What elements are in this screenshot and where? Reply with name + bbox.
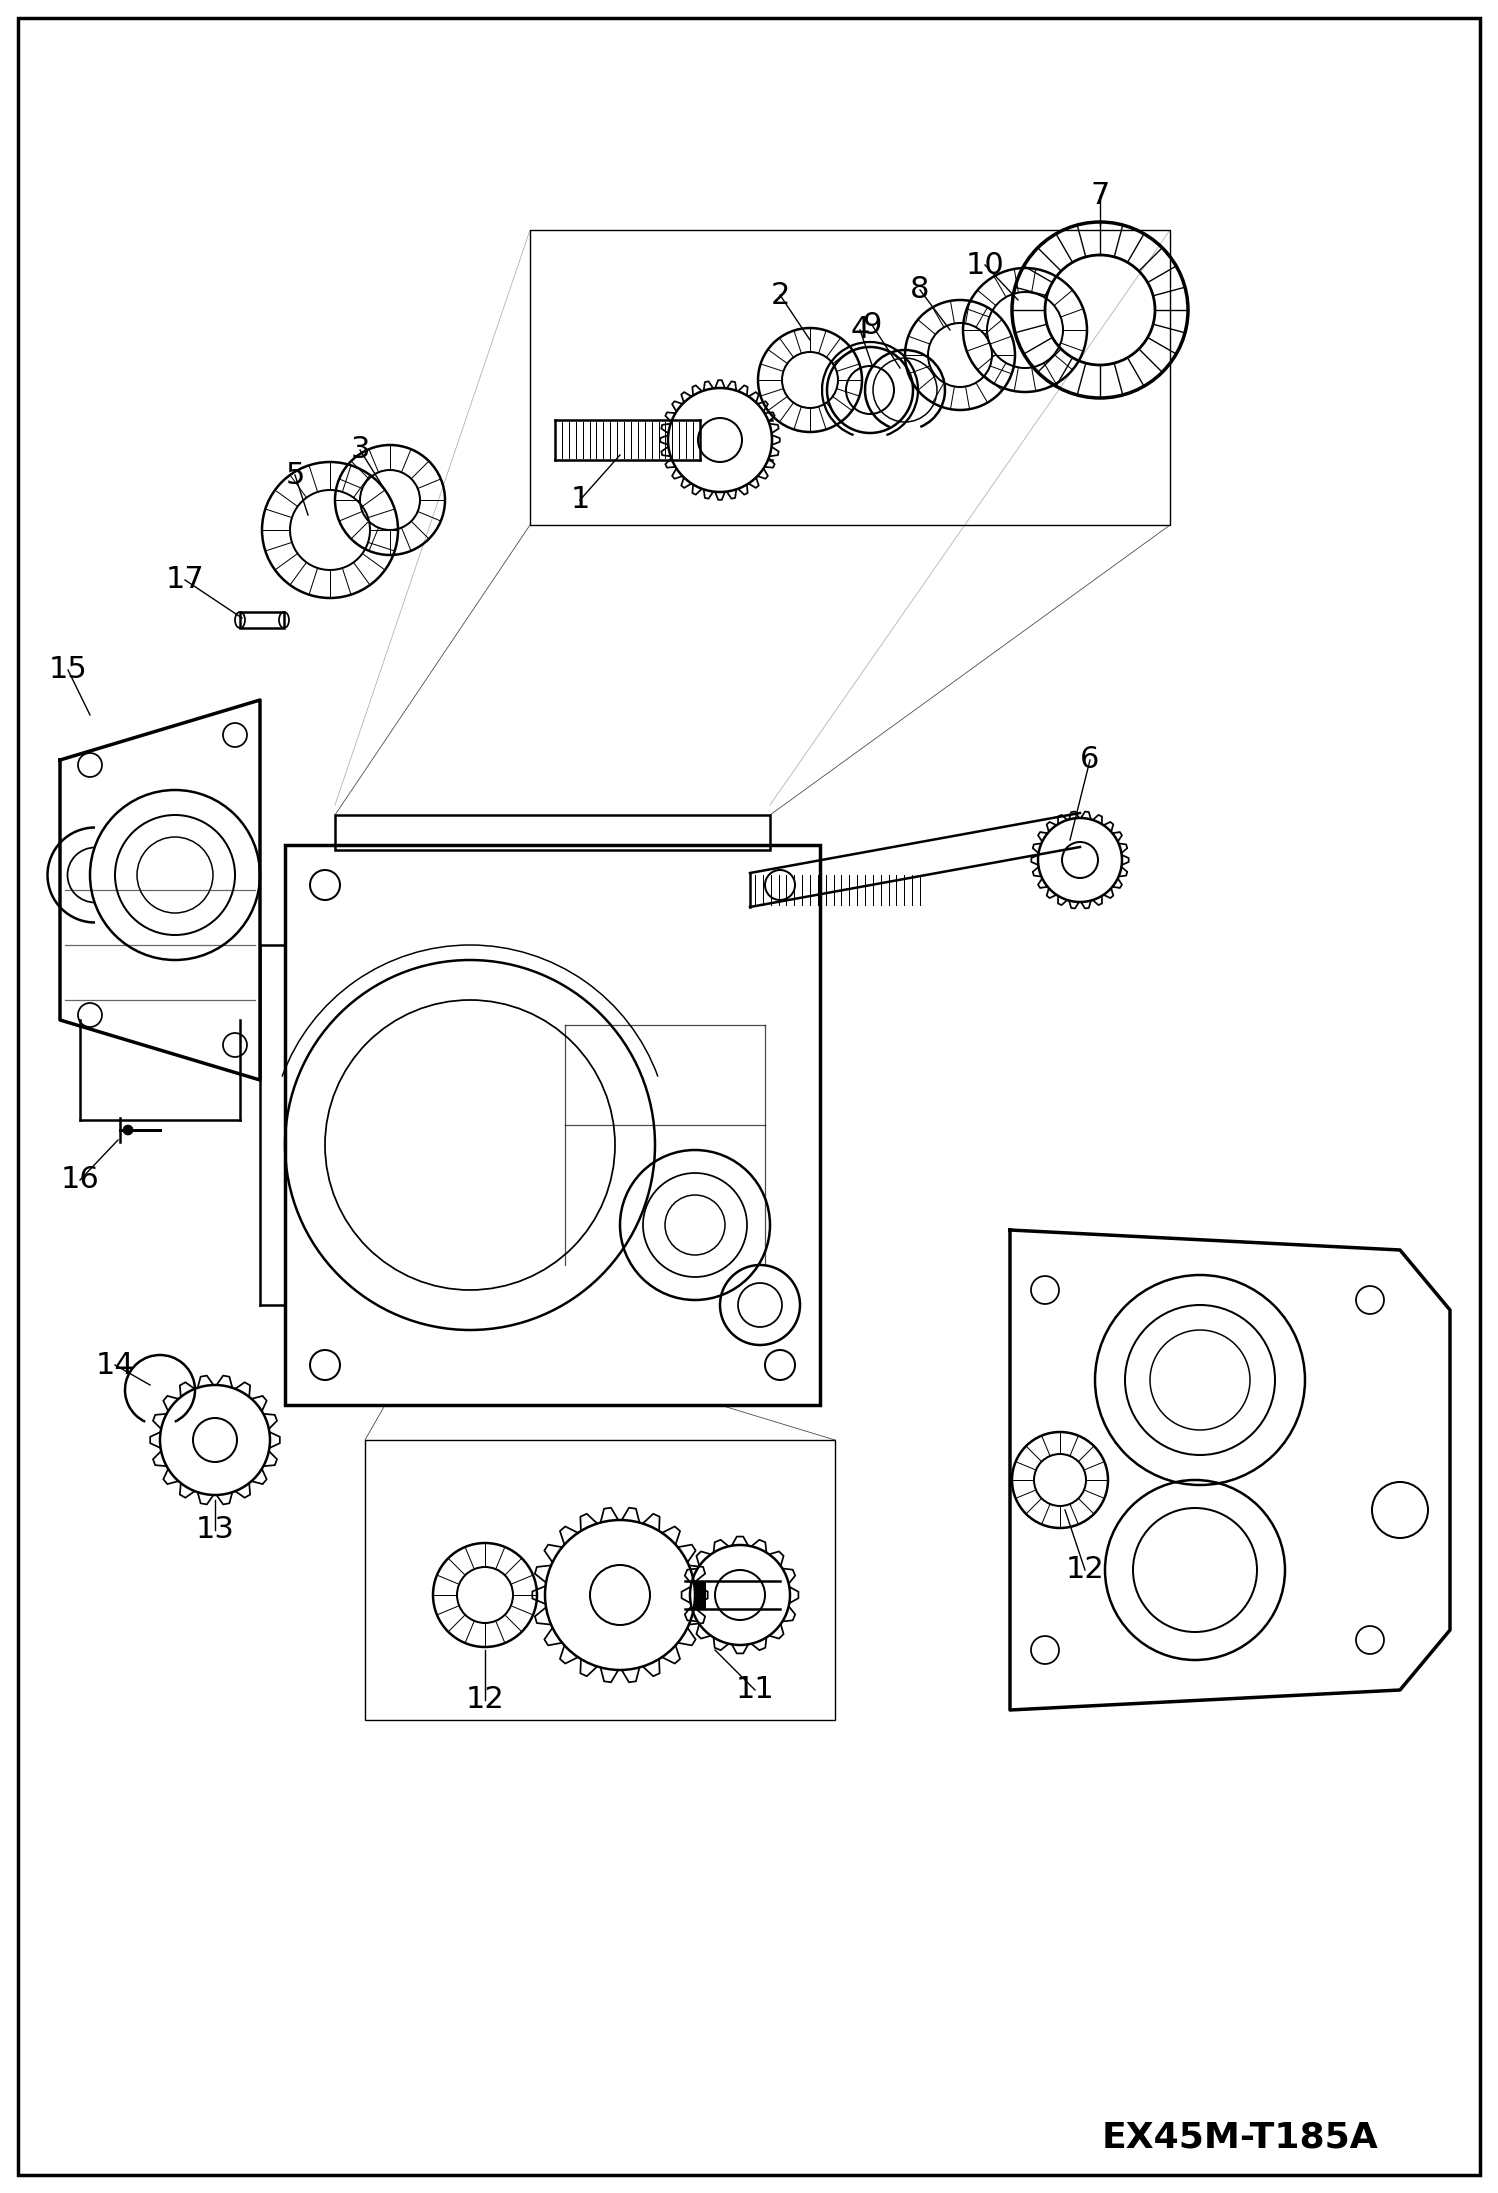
Circle shape	[123, 1125, 133, 1136]
Bar	[530, 230, 1170, 524]
Text: 12: 12	[466, 1686, 505, 1715]
Bar	[285, 844, 819, 1406]
Text: 2: 2	[770, 281, 789, 309]
Text: 13: 13	[196, 1515, 235, 1544]
Text: 7: 7	[1091, 180, 1110, 211]
Text: 1: 1	[571, 485, 590, 515]
Text: 12: 12	[1065, 1555, 1104, 1586]
Text: 10: 10	[966, 250, 1004, 279]
Text: 16: 16	[60, 1164, 99, 1195]
Text: 11: 11	[736, 1675, 774, 1704]
Text: 14: 14	[96, 1351, 135, 1379]
Bar	[366, 1441, 834, 1719]
Text: 4: 4	[851, 316, 870, 344]
Text: 8: 8	[911, 276, 930, 305]
Bar	[240, 612, 285, 627]
Text: 6: 6	[1080, 746, 1100, 774]
Text: 3: 3	[351, 436, 370, 465]
Text: 15: 15	[48, 656, 87, 684]
Text: 17: 17	[166, 566, 204, 594]
Text: 5: 5	[285, 461, 304, 489]
Text: 9: 9	[863, 311, 882, 340]
Bar	[336, 816, 770, 851]
Text: EX45M-T185A: EX45M-T185A	[1101, 2121, 1378, 2156]
